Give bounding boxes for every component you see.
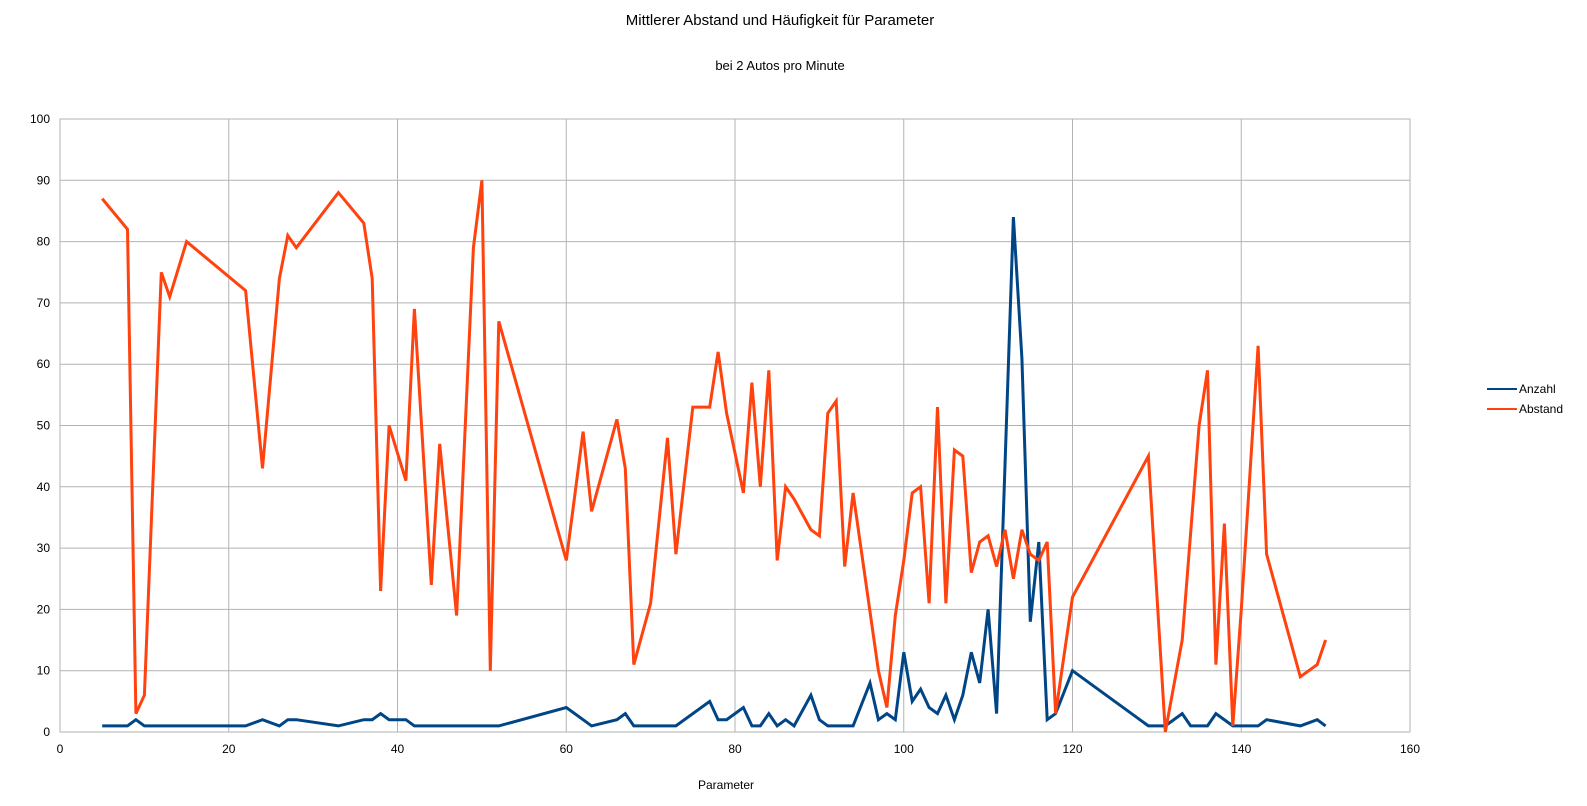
series-line-abstand bbox=[101, 180, 1328, 733]
y-tick-label: 80 bbox=[37, 235, 51, 249]
legend-label-abstand: Abstand bbox=[1519, 402, 1563, 416]
y-tick-label: 50 bbox=[37, 419, 51, 433]
axes: 0 10 20 30 40 50 60 70 80 90 100 0 20 40 60 80 100 120 140… bbox=[30, 112, 1420, 756]
x-tick-label: 160 bbox=[1400, 742, 1420, 756]
y-tick-label: 60 bbox=[37, 357, 51, 371]
x-tick-label: 140 bbox=[1231, 742, 1251, 756]
y-tick-label: 10 bbox=[37, 664, 51, 678]
y-tick-label: 90 bbox=[37, 173, 51, 187]
chart-title: Mittlerer Abstand und Häufigkeit für Par… bbox=[625, 12, 935, 29]
x-tick-label: 100 bbox=[894, 742, 914, 756]
x-tick-label: 20 bbox=[222, 742, 236, 756]
x-tick-label: 0 bbox=[57, 742, 64, 756]
y-tick-label: 100 bbox=[30, 112, 50, 126]
x-axis-label: Parameter bbox=[698, 778, 754, 792]
series-line-anzahl bbox=[102, 217, 1327, 729]
y-tick-label: 40 bbox=[37, 480, 51, 494]
y-tick-label: 0 bbox=[43, 725, 50, 739]
x-tick-label: 80 bbox=[728, 742, 742, 756]
legend-label-anzahl: Anzahl bbox=[1519, 382, 1556, 396]
x-tick-label: 40 bbox=[391, 742, 405, 756]
legend: Anzahl Abstand bbox=[1487, 382, 1563, 416]
x-tick-label: 60 bbox=[560, 742, 574, 756]
y-tick-label: 70 bbox=[37, 296, 51, 310]
series-lines bbox=[101, 180, 1328, 733]
y-tick-label: 30 bbox=[37, 541, 51, 555]
grid-lines bbox=[59, 118, 1411, 733]
chart-subtitle: bei 2 Autos pro Minute bbox=[715, 58, 845, 73]
y-tick-label: 20 bbox=[37, 602, 51, 616]
x-tick-label: 120 bbox=[1062, 742, 1082, 756]
